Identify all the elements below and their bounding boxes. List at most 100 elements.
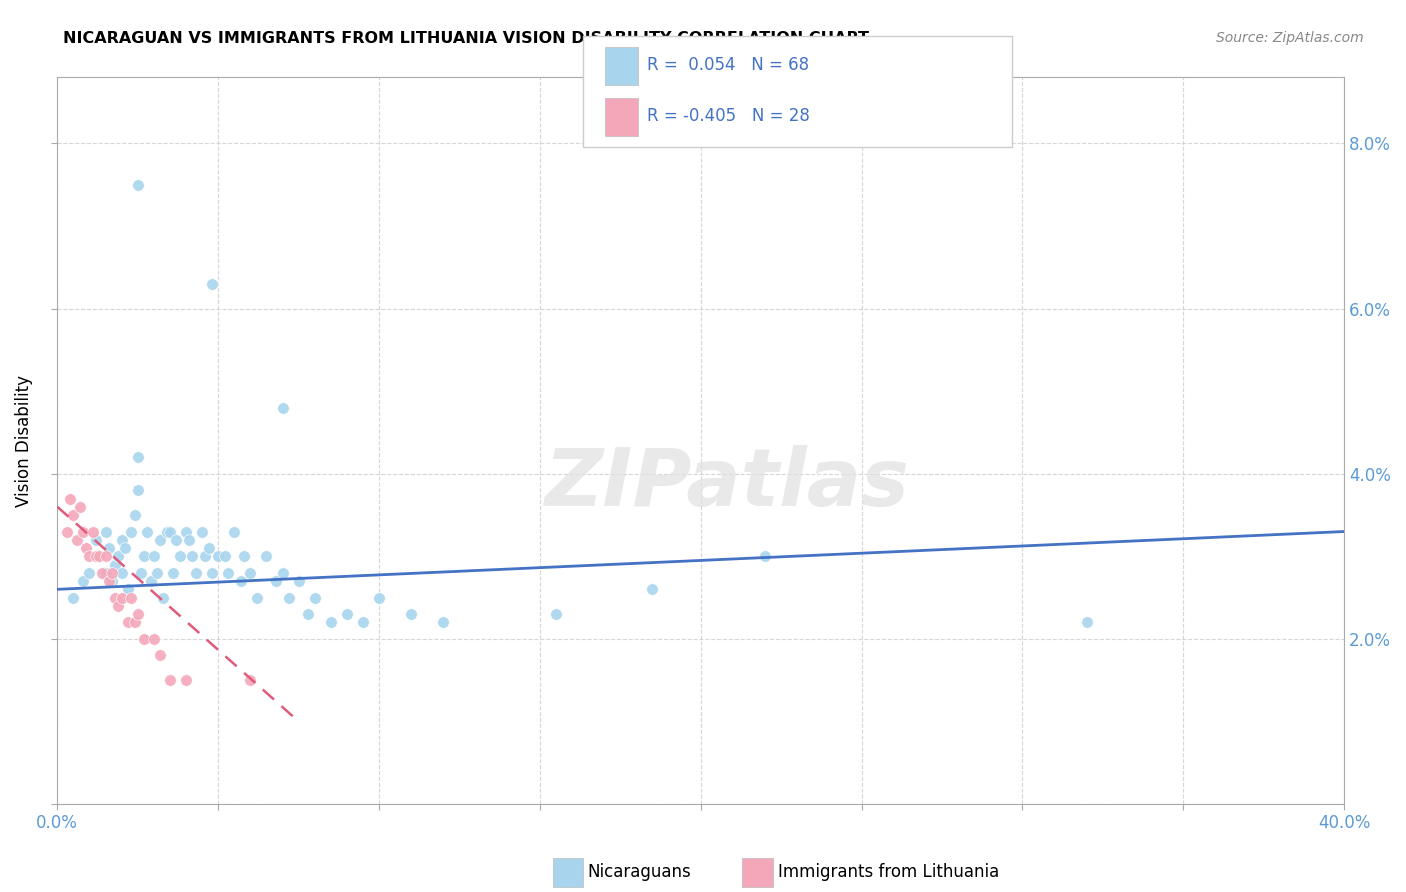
Text: Immigrants from Lithuania: Immigrants from Lithuania bbox=[778, 863, 998, 881]
Text: NICARAGUAN VS IMMIGRANTS FROM LITHUANIA VISION DISABILITY CORRELATION CHART: NICARAGUAN VS IMMIGRANTS FROM LITHUANIA … bbox=[63, 31, 869, 46]
Point bbox=[246, 591, 269, 605]
Point bbox=[101, 574, 124, 588]
Point bbox=[84, 549, 107, 564]
Point bbox=[111, 533, 134, 547]
Text: R =  0.054   N = 68: R = 0.054 N = 68 bbox=[647, 56, 808, 74]
Text: ZIPatlas: ZIPatlas bbox=[544, 445, 908, 524]
Point bbox=[207, 549, 229, 564]
Point bbox=[134, 632, 156, 646]
Point bbox=[94, 566, 117, 580]
Point bbox=[89, 549, 111, 564]
Point bbox=[142, 549, 165, 564]
Point bbox=[94, 524, 117, 539]
Point bbox=[107, 599, 129, 613]
Text: Nicaraguans: Nicaraguans bbox=[588, 863, 692, 881]
Point bbox=[239, 673, 262, 687]
Point bbox=[149, 648, 172, 663]
Point bbox=[124, 508, 146, 522]
Point bbox=[117, 615, 139, 630]
Point bbox=[159, 524, 181, 539]
Point bbox=[152, 591, 174, 605]
Text: Source: ZipAtlas.com: Source: ZipAtlas.com bbox=[1216, 31, 1364, 45]
Point bbox=[368, 591, 391, 605]
Point bbox=[194, 549, 217, 564]
Point bbox=[641, 582, 664, 597]
Point bbox=[159, 673, 181, 687]
Point bbox=[264, 574, 287, 588]
Point bbox=[104, 558, 127, 572]
Point bbox=[197, 541, 219, 555]
Point bbox=[56, 524, 79, 539]
Point bbox=[214, 549, 236, 564]
Point bbox=[229, 574, 252, 588]
Point bbox=[142, 632, 165, 646]
Point bbox=[127, 178, 149, 192]
Point bbox=[79, 549, 101, 564]
Point bbox=[278, 591, 301, 605]
Point bbox=[169, 549, 191, 564]
Point bbox=[111, 591, 134, 605]
Point bbox=[117, 582, 139, 597]
Point bbox=[399, 607, 422, 621]
Point bbox=[156, 524, 179, 539]
Point bbox=[297, 607, 319, 621]
Point bbox=[165, 533, 187, 547]
Point bbox=[201, 277, 224, 291]
Point bbox=[124, 615, 146, 630]
Point bbox=[191, 524, 214, 539]
Point bbox=[232, 549, 254, 564]
Point bbox=[319, 615, 342, 630]
Point bbox=[114, 541, 136, 555]
Point bbox=[89, 549, 111, 564]
Point bbox=[127, 450, 149, 465]
Point bbox=[62, 508, 84, 522]
Point bbox=[91, 566, 114, 580]
Point bbox=[127, 483, 149, 498]
Point bbox=[111, 566, 134, 580]
Point bbox=[79, 566, 101, 580]
Point bbox=[179, 533, 201, 547]
Point bbox=[181, 549, 204, 564]
Point bbox=[184, 566, 207, 580]
Point bbox=[146, 566, 169, 580]
Point bbox=[101, 566, 124, 580]
Point bbox=[239, 566, 262, 580]
Point bbox=[336, 607, 359, 621]
Point bbox=[82, 524, 104, 539]
Point bbox=[72, 574, 94, 588]
Point bbox=[162, 566, 184, 580]
Point bbox=[65, 533, 87, 547]
Point bbox=[62, 591, 84, 605]
Point bbox=[224, 524, 246, 539]
Point bbox=[127, 607, 149, 621]
Point bbox=[754, 549, 776, 564]
Point bbox=[544, 607, 567, 621]
Point bbox=[134, 549, 156, 564]
Point bbox=[104, 591, 127, 605]
Point bbox=[94, 549, 117, 564]
Point bbox=[217, 566, 239, 580]
Point bbox=[59, 491, 82, 506]
Point bbox=[120, 524, 142, 539]
Point bbox=[149, 533, 172, 547]
Point bbox=[287, 574, 309, 588]
Point bbox=[120, 591, 142, 605]
Point bbox=[201, 566, 224, 580]
Point bbox=[97, 574, 120, 588]
Point bbox=[271, 401, 294, 415]
Point bbox=[174, 524, 197, 539]
Point bbox=[352, 615, 374, 630]
Point bbox=[136, 524, 159, 539]
Point bbox=[271, 566, 294, 580]
Point bbox=[432, 615, 454, 630]
Text: R = -0.405   N = 28: R = -0.405 N = 28 bbox=[647, 107, 810, 125]
Point bbox=[75, 541, 97, 555]
Y-axis label: Vision Disability: Vision Disability bbox=[15, 375, 32, 507]
Point bbox=[304, 591, 326, 605]
Point bbox=[174, 673, 197, 687]
Point bbox=[254, 549, 277, 564]
Point bbox=[129, 566, 152, 580]
Point bbox=[139, 574, 162, 588]
Point bbox=[97, 541, 120, 555]
Point bbox=[84, 533, 107, 547]
